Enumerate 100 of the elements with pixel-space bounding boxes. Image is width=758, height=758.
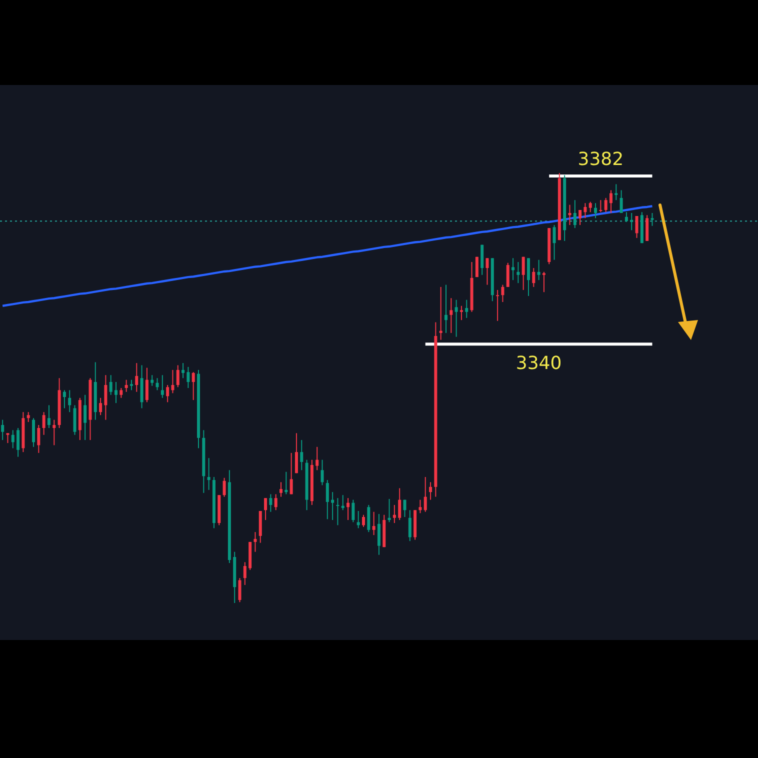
candlestick [454,299,458,338]
candlestick [486,258,489,286]
candlestick [109,374,112,396]
annotation: 3340 [516,353,562,374]
candlestick [294,432,298,474]
candlestick [650,212,654,226]
candlestick [264,498,268,521]
candlestick [398,488,402,521]
candlestick [99,397,102,416]
candlestick [578,209,582,226]
candlestick [62,390,66,409]
candlestick [588,201,592,213]
candlestick [176,364,180,388]
candlestick [26,412,30,422]
candlestick [542,271,546,293]
candlestick [280,482,282,498]
candlestick [506,262,510,288]
candlestick [145,367,148,403]
candlestick [274,494,278,511]
candlestick [320,459,324,486]
candlestick [584,202,587,219]
candlestick [192,372,195,401]
candlestick [222,477,226,498]
candlestick [512,258,515,281]
candlestick [356,510,360,529]
candlestick [160,374,164,398]
candlestick [284,471,288,495]
candlestick [346,498,350,521]
candlestick [418,499,422,514]
candlestick [450,298,453,334]
candlestick [604,197,608,213]
candlestick [316,446,319,471]
candlestick [120,388,123,398]
candlestick [408,510,412,542]
candlestick [444,284,448,334]
candlestick [501,284,504,302]
candlestick [326,480,329,520]
candlestick [646,214,649,242]
candlestick [156,378,159,391]
candlestick [207,458,210,490]
candlestick [372,511,376,536]
candlestick [609,190,612,214]
candlestick [186,366,190,388]
candlestick [624,212,628,223]
candlestick [630,212,634,231]
candlestick [516,262,520,284]
candlestick [367,504,370,533]
candlestick [522,256,525,290]
candlestick [392,504,396,524]
candlestick [130,379,133,391]
candlestick [243,562,246,586]
candlestick [1,419,4,441]
candlestick [537,259,540,281]
candlestick [429,482,432,500]
candlestick [635,216,638,238]
candlestick [6,432,10,444]
candlestick [362,514,365,528]
candlestick [42,412,46,436]
candlestick [424,476,427,512]
candlestick [16,427,20,458]
candlestick [182,362,185,379]
candlestick [439,286,442,340]
candlestick [377,513,380,556]
candlestick [594,202,598,219]
candlestick [32,418,36,448]
candlestick [135,362,138,392]
candlestick [104,374,108,420]
candlestick [388,498,391,523]
candlestick [300,440,304,471]
candlestick [331,492,334,521]
candlestick [124,379,128,392]
candlestick [68,390,72,413]
candlestick [465,299,468,318]
candlestick [480,244,484,276]
candlestick [568,204,572,226]
text: 3382 [578,148,624,170]
candlestick [496,289,500,322]
candlestick [47,404,50,428]
candlestick [238,578,242,603]
candlestick [460,305,463,321]
candlestick [171,369,174,394]
candlestick [269,494,272,512]
candlestick [352,499,355,523]
candlestick [166,384,170,403]
candlestick [37,424,40,454]
candlestick [573,200,576,229]
candlestick [84,394,87,441]
candlestick [614,184,618,201]
candlestick [290,452,293,495]
candlestick [532,268,536,288]
candlestick [620,190,623,214]
candlestick [341,494,344,511]
candlestick [599,200,602,213]
candlestick [336,498,340,526]
candlestick [552,224,556,260]
candlestick [150,374,154,386]
candlestick [403,499,406,518]
candlestick [526,258,530,296]
candlestick [254,532,257,552]
candlestick [73,404,76,436]
